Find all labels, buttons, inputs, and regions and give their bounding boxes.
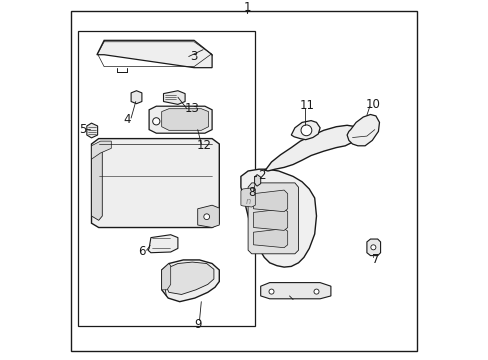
Text: 9: 9 [194,318,201,330]
Polygon shape [264,125,361,171]
Polygon shape [163,91,185,104]
Polygon shape [241,169,316,267]
Circle shape [370,245,375,250]
Polygon shape [91,139,219,228]
Text: 2: 2 [258,169,265,182]
Polygon shape [148,235,178,253]
Polygon shape [291,121,320,140]
Polygon shape [162,109,208,130]
Text: 4: 4 [123,113,131,126]
Text: 8: 8 [247,186,255,199]
Polygon shape [254,175,260,186]
Text: 3: 3 [189,50,197,63]
Text: 12: 12 [196,139,211,152]
Text: 11: 11 [299,99,314,112]
Text: 10: 10 [365,98,380,111]
Polygon shape [260,283,330,299]
Circle shape [268,289,273,294]
Circle shape [203,214,209,220]
Text: n: n [245,197,251,206]
Text: 13: 13 [184,102,199,115]
Polygon shape [97,40,212,68]
Polygon shape [241,188,255,207]
Circle shape [301,125,311,136]
Polygon shape [87,123,98,138]
Text: 1: 1 [243,1,251,14]
Polygon shape [91,141,111,159]
Polygon shape [162,264,170,290]
Bar [78,31,254,326]
Polygon shape [162,260,219,302]
Polygon shape [91,146,102,220]
Circle shape [313,289,318,294]
Text: 6: 6 [138,245,145,258]
Text: 5: 5 [80,123,87,136]
Polygon shape [253,209,287,230]
Polygon shape [253,229,287,248]
Polygon shape [247,183,298,254]
Polygon shape [197,205,219,228]
Circle shape [152,118,160,125]
Polygon shape [131,91,142,104]
Polygon shape [253,190,287,212]
Polygon shape [165,262,213,294]
Polygon shape [366,239,380,256]
Polygon shape [346,114,379,146]
Text: 7: 7 [371,253,379,266]
Polygon shape [149,106,212,133]
